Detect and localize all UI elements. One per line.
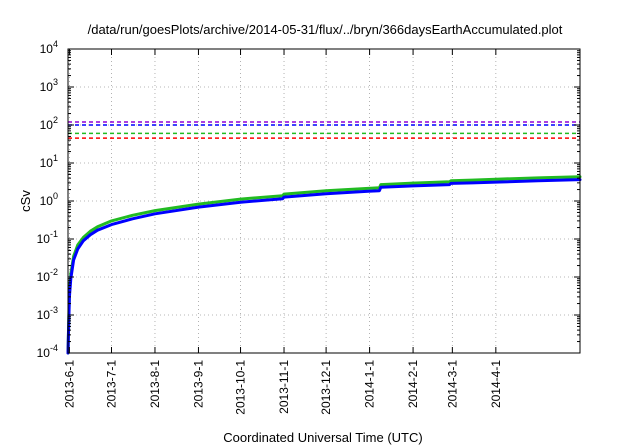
x-tick-label: 2013-12-1 [319, 360, 333, 415]
x-tick-label: 2013-7-1 [104, 360, 118, 408]
y-axis-label: cSv [18, 190, 33, 212]
series-line-1 [66, 175, 582, 355]
series-line-2 [66, 178, 582, 355]
x-tick-label: 2014-4-1 [489, 360, 503, 408]
x-tick-label: 2014-1-1 [363, 360, 377, 408]
y-tick-label: 103 [40, 77, 58, 94]
y-tick-label: 10-3 [37, 305, 58, 322]
x-tick-label: 2014-2-1 [406, 360, 420, 408]
x-axis-label: Coordinated Universal Time (UTC) [223, 430, 422, 445]
reference-lines [68, 121, 580, 139]
x-tick-label: 2013-10-1 [234, 360, 248, 415]
y-tick-label: 102 [40, 115, 58, 132]
series-lines [66, 175, 582, 355]
x-tick-label: 2014-3-1 [445, 360, 459, 408]
y-tick-label: 10-1 [37, 229, 58, 246]
y-tick-label: 104 [40, 39, 58, 56]
chart-title: /data/run/goesPlots/archive/2014-05-31/f… [88, 22, 563, 37]
x-tick-label: 2013-6-1 [62, 360, 76, 408]
y-tick-label: 10-4 [37, 343, 58, 360]
x-tick-label: 2013-11-1 [277, 360, 291, 414]
grid [68, 49, 580, 353]
x-tick-label: 2013-8-1 [148, 360, 162, 408]
y-axis: 10-4 10-3 10-2 10-1 100 101 102 103 104 [37, 39, 580, 360]
x-axis: 2013-6-1 2013-7-1 2013-8-1 2013-9-1 2013-10-… [62, 49, 503, 415]
x-tick-label: 2013-9-1 [191, 360, 205, 408]
y-tick-label: 101 [40, 153, 58, 170]
y-tick-label: 100 [40, 191, 58, 208]
y-tick-label: 10-2 [37, 267, 58, 284]
